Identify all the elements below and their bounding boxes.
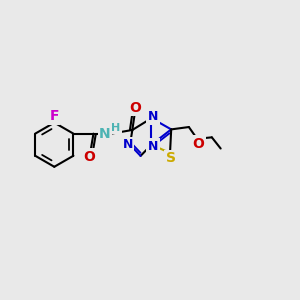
Text: H: H xyxy=(111,123,120,133)
Text: O: O xyxy=(193,136,205,151)
Text: N: N xyxy=(99,127,110,141)
Text: N: N xyxy=(148,140,158,153)
Text: N: N xyxy=(122,138,133,151)
Text: S: S xyxy=(166,151,176,165)
Text: O: O xyxy=(129,101,141,115)
Text: N: N xyxy=(148,110,158,123)
Text: F: F xyxy=(50,109,59,123)
Text: O: O xyxy=(83,150,95,164)
